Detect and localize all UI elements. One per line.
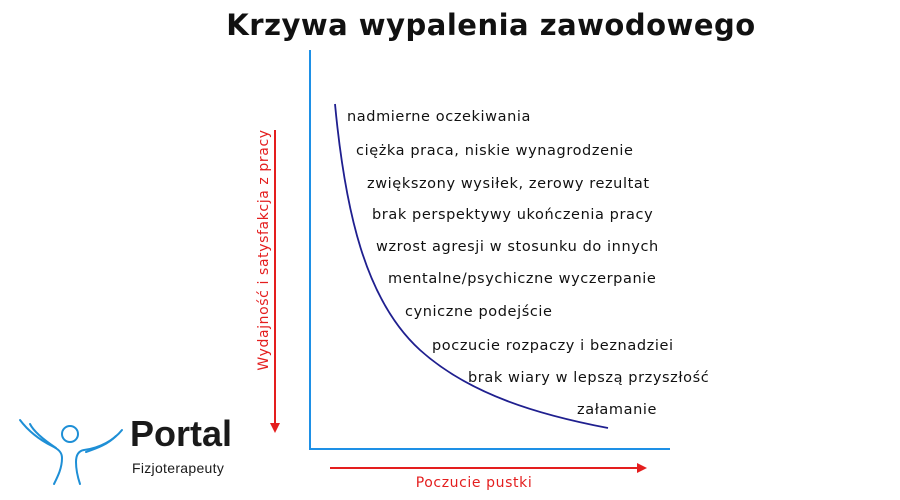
stage-label: nadmierne oczekiwania <box>347 109 531 125</box>
stage-label: ciężka praca, niskie wynagrodzenie <box>356 143 634 159</box>
diagram-title: Krzywa wypalenia zawodowego <box>226 8 756 42</box>
x-axis-label: Poczucie pustki <box>416 475 533 491</box>
stage-label: cyniczne podejście <box>405 304 553 320</box>
burnout-curve <box>334 103 609 429</box>
portal-fizjoterapeuty-logo: Portal Fizjoterapeuty <box>18 414 248 486</box>
stage-label: załamanie <box>577 402 657 418</box>
logo-wordmark: Portal <box>130 413 233 454</box>
y-axis-label: Wydajność i satysfakcja z pracy <box>256 129 272 370</box>
stage-label: wzrost agresji w stosunku do innych <box>376 239 659 255</box>
logo-subtitle: Fizjoterapeuty <box>132 460 225 476</box>
stage-label: poczucie rozpaczy i beznadziei <box>432 338 674 354</box>
stage-label: mentalne/psychiczne wyczerpanie <box>388 271 656 287</box>
stage-label: brak wiary w lepszą przyszłość <box>468 370 709 386</box>
stage-label: zwiększony wysiłek, zerowy rezultat <box>367 176 650 192</box>
stage-label: brak perspektywy ukończenia pracy <box>372 207 653 223</box>
person-figure-icon <box>19 419 123 485</box>
